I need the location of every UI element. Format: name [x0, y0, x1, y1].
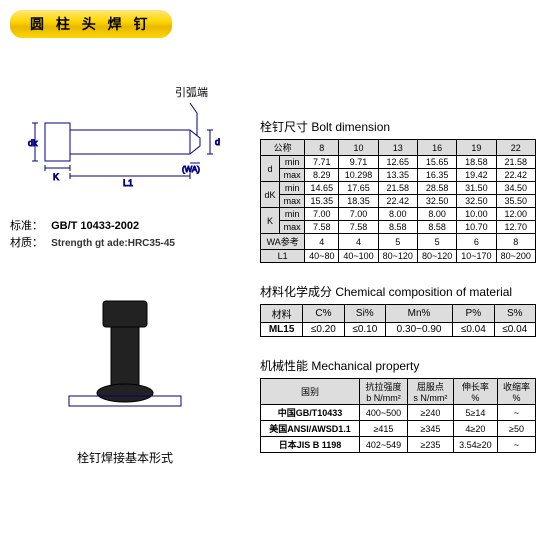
mechanical-table: 国别抗拉强度b N/mm²屈服点s N/mm²伸长率%收缩率%中国GB/T104…: [260, 378, 536, 453]
svg-text:L1: L1: [123, 178, 133, 188]
svg-text:d: d: [215, 137, 220, 147]
bolt-dimension-table: 公称81013161922dmin7.719.7112.6515.6518.58…: [260, 139, 536, 263]
material-value: Strength gt ade:HRC35-45: [51, 238, 175, 249]
spec-text: 标准： GB/T 10433-2002 材质： Strength gt ade:…: [10, 218, 240, 251]
right-column: 栓钉尺寸 Bolt dimension 公称81013161922dmin7.7…: [260, 68, 536, 466]
title-banner: 圆 柱 头 焊 钉: [10, 10, 172, 38]
table2-title: 材料化学成分 Chemical composition of material: [260, 283, 536, 300]
svg-text:K: K: [53, 172, 59, 182]
standard-value: GB/T 10433-2002: [51, 220, 139, 232]
table1-title: 栓钉尺寸 Bolt dimension: [260, 118, 536, 135]
left-column: dk d K L1: [10, 68, 240, 466]
weld-diagram: [10, 291, 240, 441]
table3-title: 机械性能 Mechanical property: [260, 357, 536, 374]
standard-label: 标准：: [10, 218, 48, 235]
chemical-table: 材料C%Si%Mn%P%S%ML15≤0.20≤0.100.30~0.90≤0.…: [260, 304, 536, 337]
tip-label: 引弧端: [175, 85, 208, 99]
svg-text:(WA): (WA): [182, 165, 200, 174]
bolt-diagram: dk d K L1: [10, 68, 240, 208]
svg-text:dk: dk: [28, 138, 38, 148]
weld-caption: 栓钉焊接基本形式: [10, 449, 240, 466]
material-label: 材质：: [10, 235, 48, 252]
content-area: dk d K L1: [10, 68, 536, 466]
